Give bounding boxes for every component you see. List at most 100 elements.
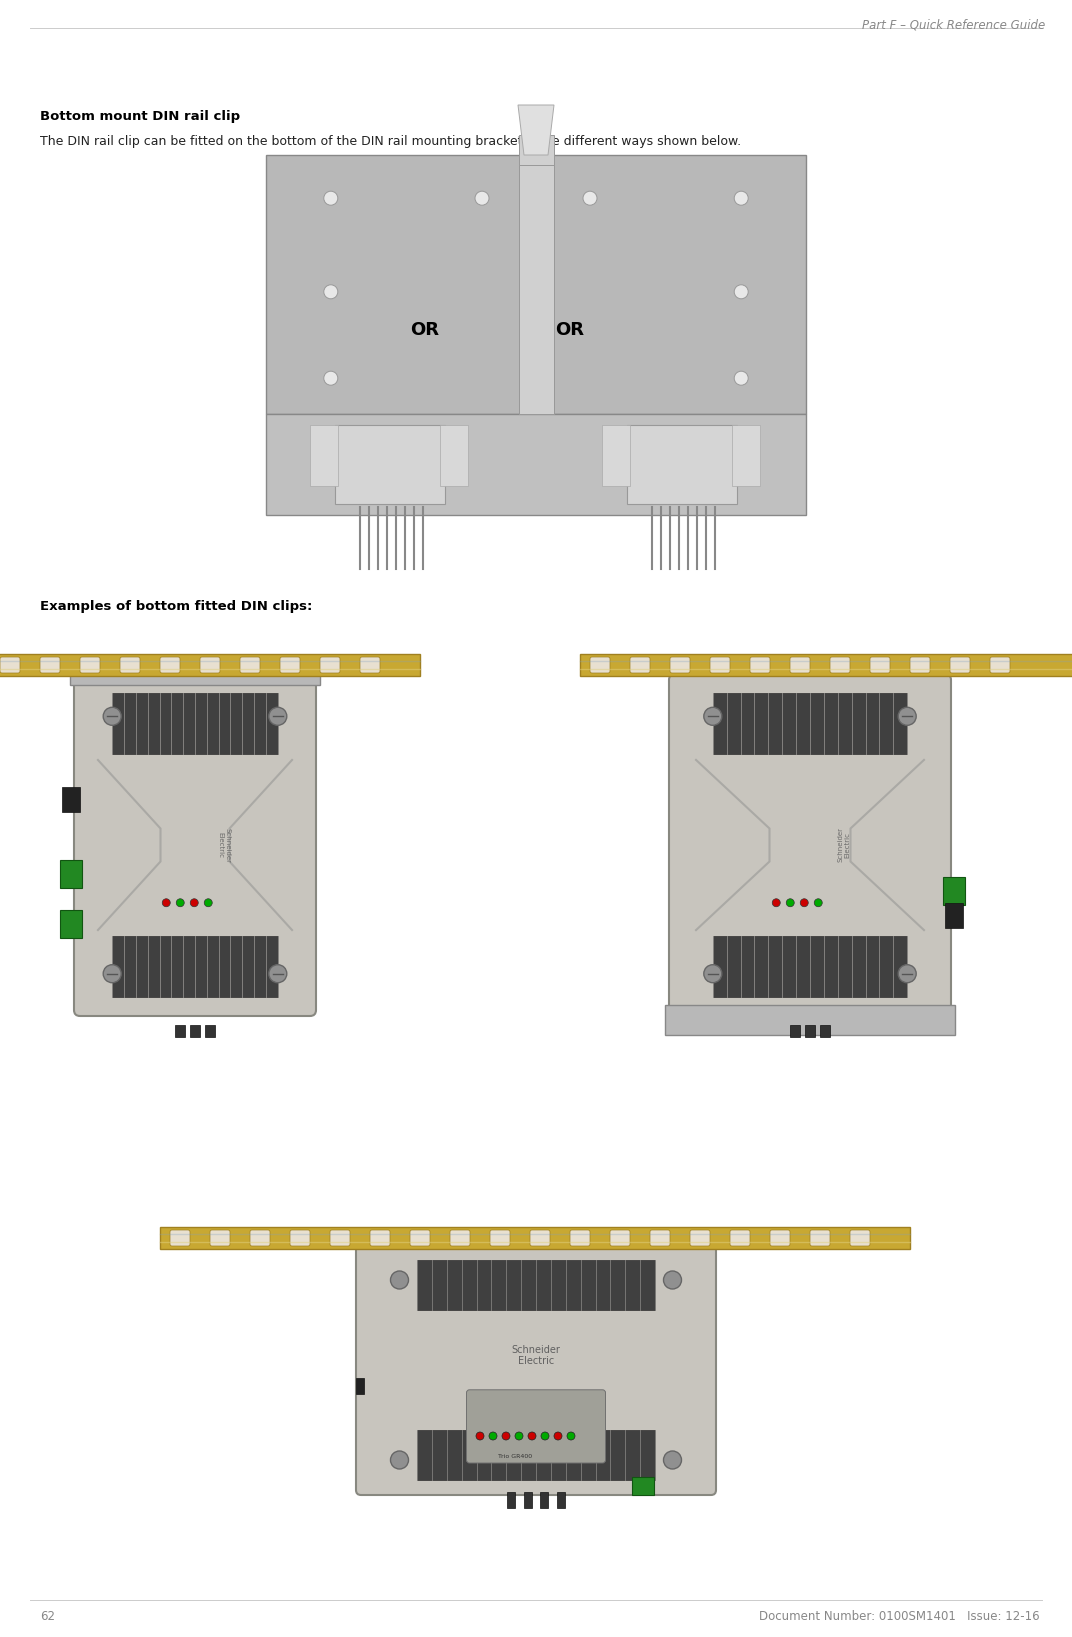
Text: Schneider
Electric: Schneider Electric <box>218 827 230 863</box>
FancyBboxPatch shape <box>62 787 80 812</box>
FancyBboxPatch shape <box>670 656 690 673</box>
Circle shape <box>704 707 721 725</box>
FancyBboxPatch shape <box>70 655 321 684</box>
Circle shape <box>704 964 721 982</box>
FancyBboxPatch shape <box>410 1229 430 1246</box>
FancyBboxPatch shape <box>120 656 140 673</box>
FancyBboxPatch shape <box>570 1229 590 1246</box>
Circle shape <box>269 964 287 982</box>
FancyBboxPatch shape <box>713 936 907 997</box>
FancyBboxPatch shape <box>280 656 300 673</box>
Circle shape <box>664 1270 682 1288</box>
Circle shape <box>567 1432 575 1441</box>
FancyBboxPatch shape <box>630 656 650 673</box>
Circle shape <box>489 1432 497 1441</box>
Text: 62: 62 <box>40 1611 55 1622</box>
FancyBboxPatch shape <box>336 426 445 504</box>
FancyBboxPatch shape <box>770 1229 790 1246</box>
FancyBboxPatch shape <box>74 674 316 1017</box>
FancyBboxPatch shape <box>356 1378 364 1395</box>
FancyBboxPatch shape <box>321 656 340 673</box>
FancyBboxPatch shape <box>732 426 760 486</box>
Text: Document Number: 0100SM1401   Issue: 12-16: Document Number: 0100SM1401 Issue: 12-16 <box>759 1611 1040 1622</box>
FancyBboxPatch shape <box>690 1229 710 1246</box>
FancyBboxPatch shape <box>160 1228 910 1249</box>
FancyBboxPatch shape <box>60 910 81 938</box>
Circle shape <box>324 192 338 205</box>
FancyBboxPatch shape <box>160 656 180 673</box>
Circle shape <box>324 285 338 300</box>
Circle shape <box>190 899 198 907</box>
Text: Bottom mount DIN rail clip: Bottom mount DIN rail clip <box>40 110 240 123</box>
Text: Trio GR400: Trio GR400 <box>497 1454 532 1459</box>
FancyBboxPatch shape <box>60 859 81 887</box>
FancyBboxPatch shape <box>360 656 379 673</box>
FancyBboxPatch shape <box>750 656 770 673</box>
FancyBboxPatch shape <box>524 1491 532 1508</box>
FancyBboxPatch shape <box>0 655 420 676</box>
FancyBboxPatch shape <box>790 1025 800 1036</box>
FancyBboxPatch shape <box>627 426 736 504</box>
FancyBboxPatch shape <box>850 1229 870 1246</box>
FancyBboxPatch shape <box>530 1229 550 1246</box>
Polygon shape <box>518 105 554 156</box>
Polygon shape <box>519 165 553 414</box>
Polygon shape <box>266 414 806 516</box>
FancyBboxPatch shape <box>210 1229 230 1246</box>
Circle shape <box>583 192 597 205</box>
Circle shape <box>541 1432 549 1441</box>
Circle shape <box>502 1432 510 1441</box>
FancyBboxPatch shape <box>950 656 970 673</box>
FancyBboxPatch shape <box>991 656 1010 673</box>
FancyBboxPatch shape <box>943 876 965 905</box>
Circle shape <box>664 1450 682 1468</box>
FancyBboxPatch shape <box>80 656 100 673</box>
Text: Examples of bottom fitted DIN clips:: Examples of bottom fitted DIN clips: <box>40 601 312 612</box>
Text: Schneider
Electric: Schneider Electric <box>511 1346 561 1367</box>
FancyBboxPatch shape <box>590 656 610 673</box>
FancyBboxPatch shape <box>490 1229 510 1246</box>
FancyBboxPatch shape <box>946 902 963 928</box>
FancyBboxPatch shape <box>450 1229 470 1246</box>
FancyBboxPatch shape <box>730 1229 750 1246</box>
Circle shape <box>734 285 748 300</box>
Circle shape <box>898 964 917 982</box>
Text: OR: OR <box>411 321 440 339</box>
Text: The DIN rail clip can be fitted on the bottom of the DIN rail mounting bracket t: The DIN rail clip can be fitted on the b… <box>40 134 741 147</box>
Circle shape <box>476 1432 483 1441</box>
Text: Schneider
Electric: Schneider Electric <box>837 827 850 863</box>
Circle shape <box>734 372 748 385</box>
FancyBboxPatch shape <box>356 1246 716 1495</box>
Circle shape <box>390 1270 408 1288</box>
FancyBboxPatch shape <box>805 1025 815 1036</box>
Circle shape <box>515 1432 523 1441</box>
Circle shape <box>162 899 170 907</box>
FancyBboxPatch shape <box>175 1025 185 1036</box>
FancyBboxPatch shape <box>557 1491 565 1508</box>
FancyBboxPatch shape <box>713 692 907 755</box>
FancyBboxPatch shape <box>632 1477 654 1495</box>
FancyBboxPatch shape <box>665 1005 955 1035</box>
FancyBboxPatch shape <box>610 1229 630 1246</box>
Polygon shape <box>519 134 553 414</box>
FancyBboxPatch shape <box>830 656 850 673</box>
FancyBboxPatch shape <box>441 426 468 486</box>
FancyBboxPatch shape <box>507 1491 515 1508</box>
Circle shape <box>475 192 489 205</box>
Text: Part F – Quick Reference Guide: Part F – Quick Reference Guide <box>862 18 1045 31</box>
Circle shape <box>734 192 748 205</box>
FancyBboxPatch shape <box>113 692 278 755</box>
Circle shape <box>390 1450 408 1468</box>
FancyBboxPatch shape <box>170 1229 190 1246</box>
Circle shape <box>528 1432 536 1441</box>
Circle shape <box>772 899 780 907</box>
FancyBboxPatch shape <box>250 1229 270 1246</box>
FancyBboxPatch shape <box>870 656 890 673</box>
Circle shape <box>554 1432 562 1441</box>
FancyBboxPatch shape <box>790 656 810 673</box>
Circle shape <box>815 899 822 907</box>
Circle shape <box>269 707 287 725</box>
Circle shape <box>801 899 808 907</box>
FancyBboxPatch shape <box>417 1259 655 1310</box>
FancyBboxPatch shape <box>190 1025 200 1036</box>
